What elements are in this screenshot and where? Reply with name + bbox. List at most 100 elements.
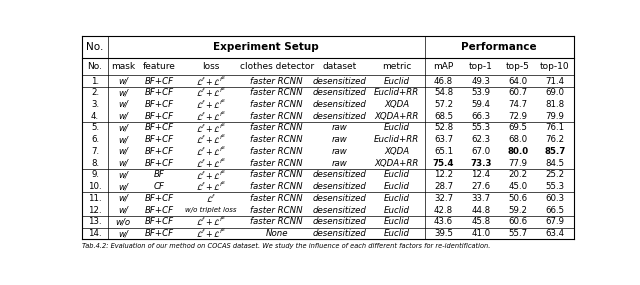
Text: 39.5: 39.5: [434, 229, 453, 238]
Text: top-5: top-5: [506, 62, 530, 71]
Text: 41.0: 41.0: [471, 229, 490, 238]
Text: 27.6: 27.6: [471, 182, 490, 191]
Text: 50.6: 50.6: [508, 194, 527, 203]
Text: 77.9: 77.9: [508, 159, 527, 168]
Text: 52.8: 52.8: [434, 123, 453, 133]
Text: BF: BF: [154, 170, 164, 179]
Text: clothes detector: clothes detector: [240, 62, 314, 71]
Text: 72.9: 72.9: [508, 112, 527, 121]
Text: BF+CF: BF+CF: [145, 205, 173, 215]
Text: 32.7: 32.7: [434, 194, 453, 203]
Text: w/: w/: [118, 147, 128, 156]
Text: 85.7: 85.7: [544, 147, 566, 156]
Text: 45.8: 45.8: [471, 217, 490, 226]
Text: $\mathcal{L}^f + \mathcal{L}^{f^B}$: $\mathcal{L}^f + \mathcal{L}^{f^B}$: [196, 215, 226, 229]
Text: 12.2: 12.2: [434, 170, 453, 179]
Text: 76.2: 76.2: [545, 135, 564, 144]
Text: $\mathcal{L}^f + \mathcal{L}^{f^B}$: $\mathcal{L}^f + \mathcal{L}^{f^B}$: [196, 98, 226, 111]
Text: top-1: top-1: [468, 62, 493, 71]
Text: 5.: 5.: [91, 123, 99, 133]
Text: BF+CF: BF+CF: [145, 217, 173, 226]
Text: desensitized: desensitized: [313, 112, 367, 121]
Text: 3.: 3.: [91, 100, 99, 109]
Text: 59.2: 59.2: [508, 205, 527, 215]
Text: BF+CF: BF+CF: [145, 77, 173, 86]
Text: XQDA: XQDA: [384, 100, 409, 109]
Text: mAP: mAP: [433, 62, 454, 71]
Text: w/o: w/o: [116, 217, 131, 226]
Text: Tab.4.2: Evaluation of our method on COCAS dataset. We study the influence of ea: Tab.4.2: Evaluation of our method on COC…: [83, 243, 491, 249]
Text: 69.5: 69.5: [508, 123, 527, 133]
Text: 80.0: 80.0: [508, 147, 529, 156]
Text: 33.7: 33.7: [471, 194, 490, 203]
Text: $\mathcal{L}^f + \mathcal{L}^{f^B}$: $\mathcal{L}^f + \mathcal{L}^{f^B}$: [196, 86, 226, 99]
Text: raw: raw: [332, 159, 348, 168]
Text: BF+CF: BF+CF: [145, 194, 173, 203]
Text: faster RCNN: faster RCNN: [250, 170, 303, 179]
Text: 12.4: 12.4: [471, 170, 490, 179]
Text: faster RCNN: faster RCNN: [250, 123, 303, 133]
Text: w/o triplet loss: w/o triplet loss: [185, 207, 237, 213]
Text: 75.4: 75.4: [433, 159, 454, 168]
Text: BF+CF: BF+CF: [145, 100, 173, 109]
Text: w/: w/: [118, 159, 128, 168]
Text: Performance: Performance: [461, 42, 537, 52]
Text: 1.: 1.: [91, 77, 99, 86]
Text: 57.2: 57.2: [434, 100, 453, 109]
Text: w/: w/: [118, 229, 128, 238]
Text: w/: w/: [118, 100, 128, 109]
Text: desensitized: desensitized: [313, 77, 367, 86]
Text: desensitized: desensitized: [313, 100, 367, 109]
Text: 13.: 13.: [88, 217, 102, 226]
Text: BF+CF: BF+CF: [145, 112, 173, 121]
Text: 69.0: 69.0: [545, 88, 564, 97]
Text: faster RCNN: faster RCNN: [250, 88, 303, 97]
Text: w/: w/: [118, 77, 128, 86]
Text: $\mathcal{L}^f + \mathcal{L}^{f^B}$: $\mathcal{L}^f + \mathcal{L}^{f^B}$: [196, 145, 226, 158]
Text: mask: mask: [111, 62, 135, 71]
Text: 68.0: 68.0: [508, 135, 527, 144]
Text: 62.3: 62.3: [471, 135, 490, 144]
Text: desensitized: desensitized: [313, 182, 367, 191]
Text: raw: raw: [332, 135, 348, 144]
Text: w/: w/: [118, 205, 128, 215]
Text: $\mathcal{L}^f + \mathcal{L}^{f^B}$: $\mathcal{L}^f + \mathcal{L}^{f^B}$: [196, 133, 226, 146]
Text: raw: raw: [332, 123, 348, 133]
Text: faster RCNN: faster RCNN: [250, 217, 303, 226]
Text: $\mathcal{L}^f + \mathcal{L}^{f^B}$: $\mathcal{L}^f + \mathcal{L}^{f^B}$: [196, 180, 226, 193]
Text: Euclid: Euclid: [383, 229, 410, 238]
Text: desensitized: desensitized: [313, 229, 367, 238]
Text: Euclid: Euclid: [383, 77, 410, 86]
Text: CF: CF: [154, 182, 164, 191]
Text: BF+CF: BF+CF: [145, 229, 173, 238]
Text: desensitized: desensitized: [313, 194, 367, 203]
Text: $\mathcal{L}^f + \mathcal{L}^{f^B}$: $\mathcal{L}^f + \mathcal{L}^{f^B}$: [196, 156, 226, 170]
Text: BF+CF: BF+CF: [145, 88, 173, 97]
Text: Euclid: Euclid: [383, 182, 410, 191]
Text: 9.: 9.: [91, 170, 99, 179]
Text: 45.0: 45.0: [508, 182, 527, 191]
Text: 42.8: 42.8: [434, 205, 453, 215]
Text: w/: w/: [118, 112, 128, 121]
Text: Experiment Setup: Experiment Setup: [214, 42, 319, 52]
Text: BF+CF: BF+CF: [145, 147, 173, 156]
Text: w/: w/: [118, 194, 128, 203]
Text: w/: w/: [118, 170, 128, 179]
Text: No.: No.: [86, 42, 104, 52]
Text: $\mathcal{L}^f + \mathcal{L}^{f^B}$: $\mathcal{L}^f + \mathcal{L}^{f^B}$: [196, 168, 226, 182]
Text: faster RCNN: faster RCNN: [250, 182, 303, 191]
Text: w/: w/: [118, 182, 128, 191]
Text: 12.: 12.: [88, 205, 102, 215]
Text: XQDA+RR: XQDA+RR: [374, 112, 419, 121]
Text: $\mathcal{L}^f + \mathcal{L}^{f^B}$: $\mathcal{L}^f + \mathcal{L}^{f^B}$: [196, 227, 226, 240]
Text: BF+CF: BF+CF: [145, 159, 173, 168]
Text: 67.0: 67.0: [471, 147, 490, 156]
Text: 66.3: 66.3: [471, 112, 490, 121]
Text: metric: metric: [382, 62, 412, 71]
Text: 68.5: 68.5: [434, 112, 453, 121]
Text: raw: raw: [332, 147, 348, 156]
Text: w/: w/: [118, 88, 128, 97]
Text: 71.4: 71.4: [545, 77, 564, 86]
Text: $\mathcal{L}^f + \mathcal{L}^{f^B}$: $\mathcal{L}^f + \mathcal{L}^{f^B}$: [196, 121, 226, 135]
Text: faster RCNN: faster RCNN: [250, 77, 303, 86]
